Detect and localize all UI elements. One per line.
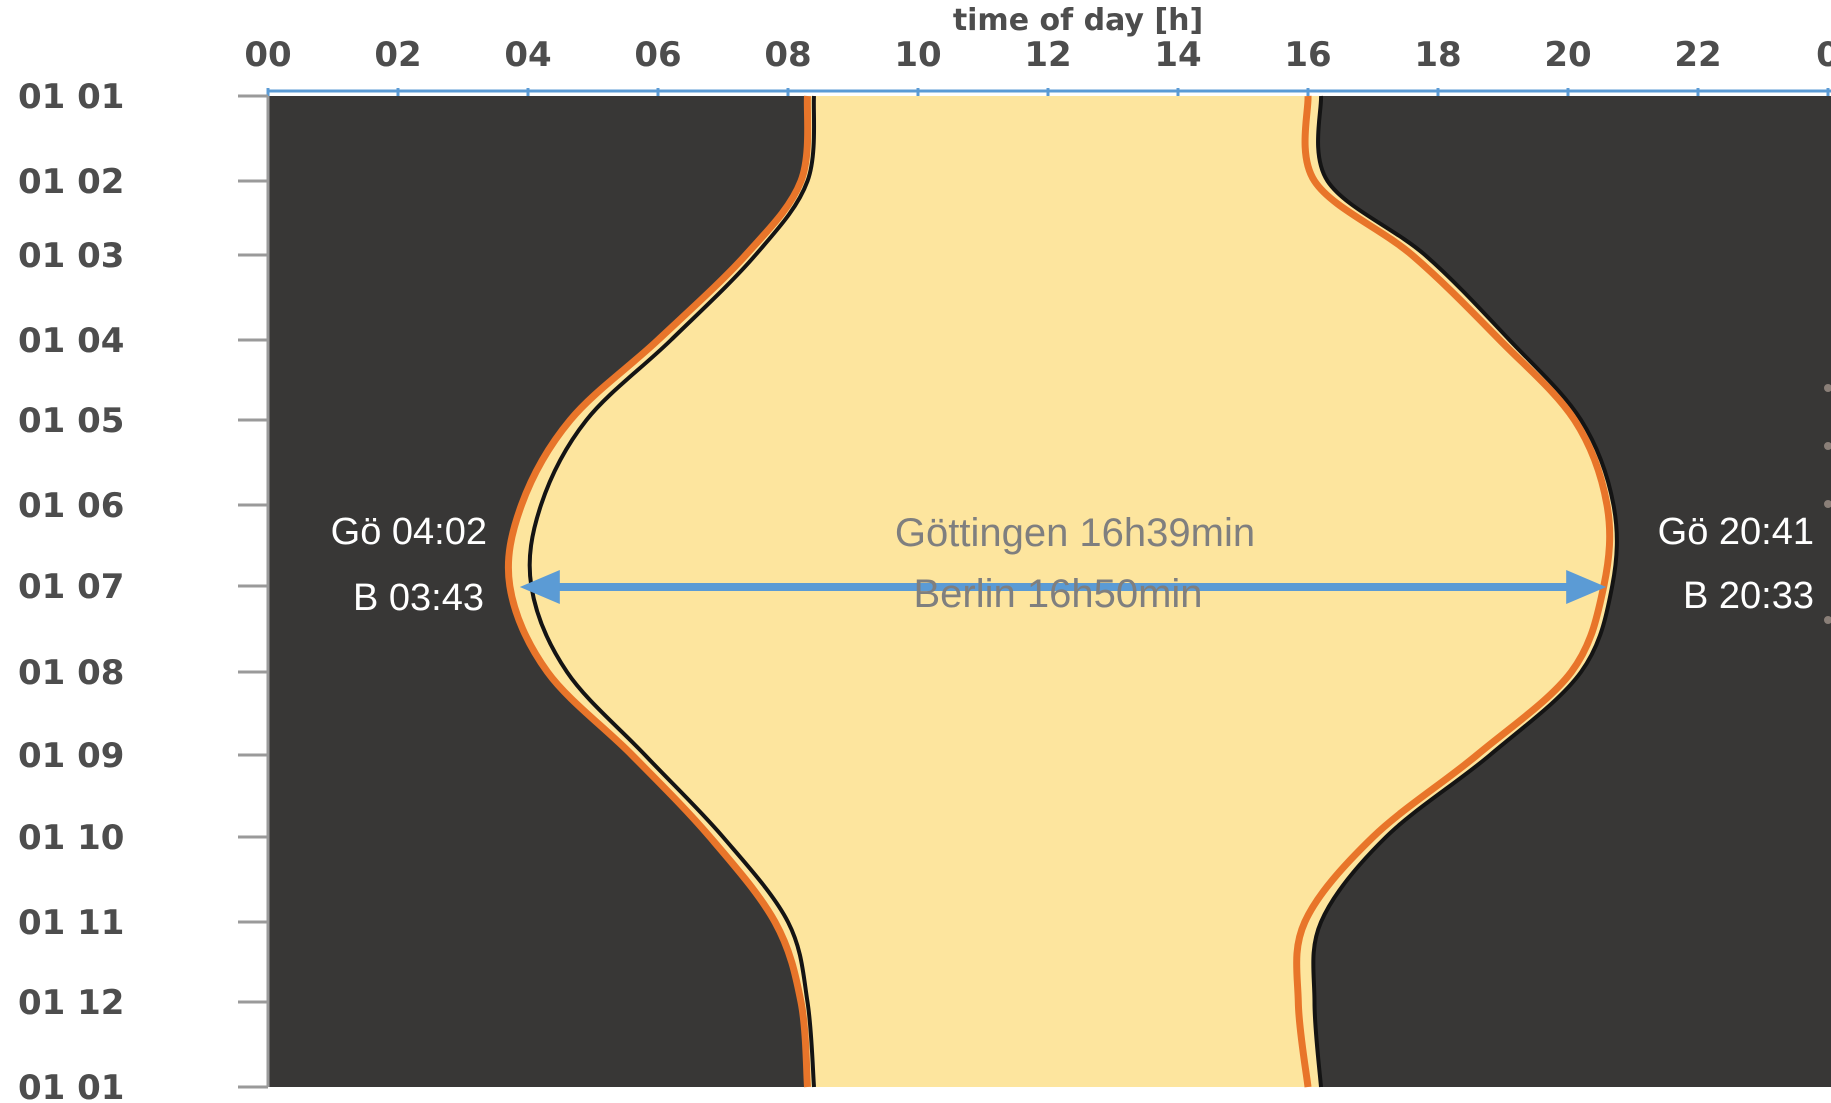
legend-marker-fragment — [1824, 616, 1831, 624]
x-tick-label: 14 — [1154, 35, 1201, 75]
sunrise-line-berlin — [504, 95, 812, 1088]
annotations: Gö 04:02 B 03:43 Gö 20:41 B 20:33 Göttin… — [331, 511, 1814, 619]
y-tick-label: 01 12 — [18, 983, 124, 1023]
y-tick-label: 01 05 — [18, 401, 124, 441]
x-tick-label: 10 — [894, 35, 941, 75]
x-tick-label: 16 — [1284, 35, 1331, 75]
y-tick-label: 01 11 — [18, 903, 124, 943]
y-tick-label: 01 08 — [18, 653, 124, 693]
y-tick-label: 01 09 — [18, 736, 124, 776]
x-tick-label: 00 — [244, 35, 291, 75]
y-tick-label: 01 03 — [18, 236, 124, 276]
x-tick-label: 06 — [634, 35, 681, 75]
sunset-line-gottingen — [1311, 95, 1619, 1088]
x-tick-label: 18 — [1414, 35, 1461, 75]
sunset-label-berlin: B 20:33 — [1683, 575, 1814, 617]
y-tick-label: 01 02 — [18, 162, 124, 202]
legend-marker-fragment — [1824, 442, 1831, 450]
x-axis-title: time of day [h] — [953, 3, 1203, 38]
sunset-label-gottingen: Gö 20:41 — [1658, 511, 1814, 553]
y-tick-label: 01 10 — [18, 818, 124, 858]
day-length-gottingen: Göttingen 16h39min — [895, 511, 1255, 555]
day-length-berlin: Berlin 16h50min — [913, 572, 1202, 616]
x-axis: time of day [h] 00 02 04 06 08 10 12 14 16 18 20 22… — [244, 3, 1831, 96]
y-tick-label: 01 04 — [18, 321, 124, 361]
sunrise-label-berlin: B 03:43 — [353, 577, 484, 619]
legend-marker-fragment — [1824, 384, 1831, 392]
arrow-head-left-icon — [519, 570, 560, 604]
arrow-head-right-icon — [1566, 570, 1607, 604]
x-tick-label: 12 — [1024, 35, 1071, 75]
sunrise-label-gottingen: Gö 04:02 — [331, 511, 487, 553]
x-tick-label: 02 — [374, 35, 421, 75]
y-tick-label: 01 06 — [18, 486, 124, 526]
y-axis: 01 01 01 02 01 03 01 04 01 05 01 06 01 07 01 08… — [18, 77, 268, 1103]
y-tick-label: 01 07 — [18, 567, 124, 607]
legend-marker-fragment — [1824, 500, 1831, 508]
daylight-area — [508, 96, 1617, 1087]
x-tick-label: 22 — [1674, 35, 1721, 75]
y-tick-label: 01 01 — [18, 1068, 124, 1103]
x-tick-label: 20 — [1544, 35, 1591, 75]
x-tick-label: 04 — [504, 35, 551, 75]
y-tick-label: 01 01 — [18, 77, 124, 117]
x-tick-label: 0 — [1816, 35, 1831, 75]
x-tick-label: 08 — [764, 35, 811, 75]
